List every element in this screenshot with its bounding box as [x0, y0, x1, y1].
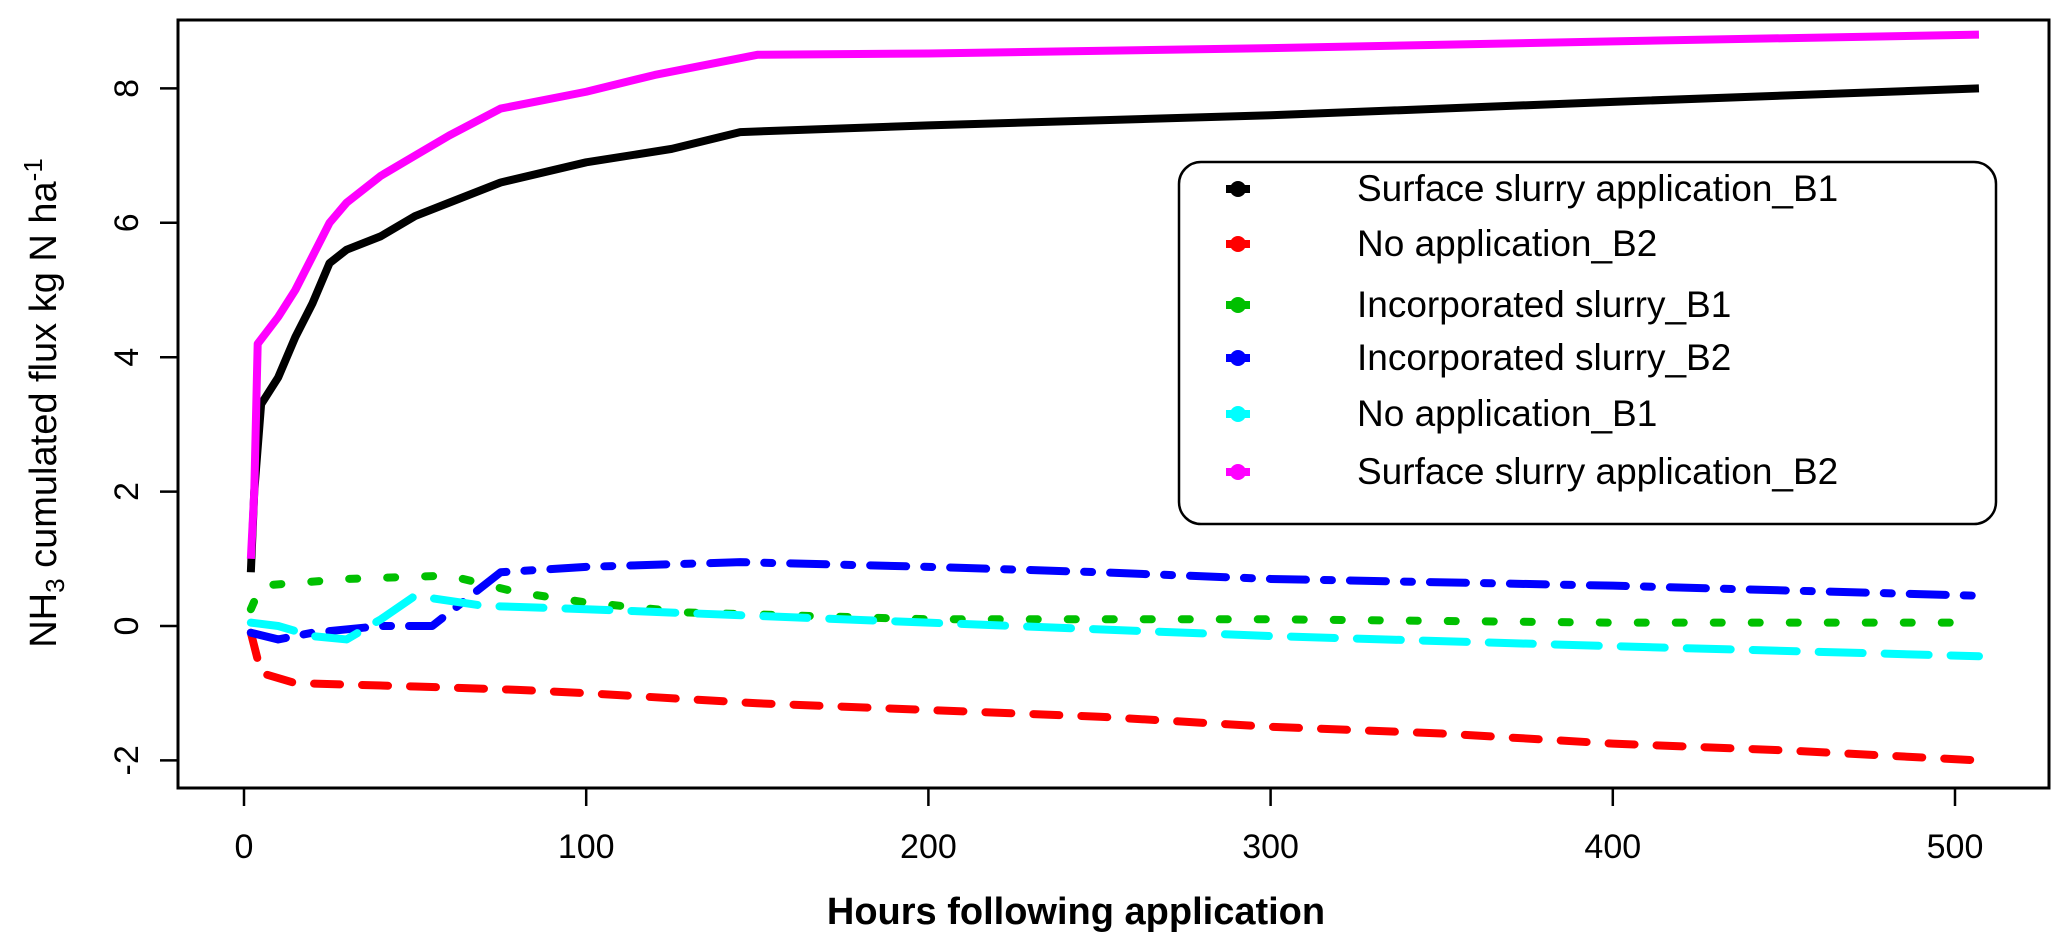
x-tick-label: 400	[1584, 828, 1641, 866]
y-tick-label: 0	[108, 617, 146, 636]
legend-swatch-dot	[1230, 464, 1246, 480]
series-line-surface-slurry-application-b1	[246, 84, 1980, 573]
x-axis: 0 100 200 300 400 500	[235, 788, 1984, 866]
x-tick-label: 300	[1242, 828, 1299, 866]
legend-swatch-dot	[1230, 297, 1246, 313]
x-axis-label: Hours following application	[827, 891, 1325, 933]
x-tick-label: 200	[900, 828, 957, 866]
series-line-no-application-b1	[246, 591, 1983, 661]
y-tick-label: 2	[108, 482, 146, 501]
y-label-main: NH	[23, 593, 65, 648]
legend-label: Incorporated slurry_B2	[1357, 337, 1731, 378]
legend-label: Surface slurry application_B1	[1357, 168, 1838, 209]
y-axis: -2 0 2 4 6 8	[108, 79, 178, 776]
y-axis-label: NH3 cumulated flux kg N ha-1	[18, 158, 70, 648]
series-line-no-application-b2	[246, 628, 1983, 765]
legend-swatch-dot	[1230, 236, 1246, 252]
series-lines	[246, 30, 1983, 765]
legend-box	[1177, 160, 1998, 526]
x-tick-label: 0	[235, 828, 254, 866]
legend-label: Incorporated slurry_B1	[1357, 284, 1731, 325]
x-tick-label: 500	[1927, 828, 1984, 866]
y-tick-label: -2	[108, 745, 146, 775]
series-line-surface-slurry-application-b2	[246, 30, 1980, 560]
y-tick-label: 4	[108, 348, 146, 367]
series-line-incorporated-slurry-b1	[246, 571, 1983, 627]
y-tick-label: 8	[108, 79, 146, 98]
y-label-sup: -1	[18, 158, 48, 181]
legend-swatch-dot	[1230, 181, 1246, 197]
legend-swatch-dot	[1230, 406, 1246, 422]
y-tick-label: 6	[108, 213, 146, 232]
plot-frame	[176, 18, 2051, 790]
legend-label: No application_B2	[1357, 223, 1657, 264]
y-label-rest: cumulated flux kg N ha	[23, 180, 65, 578]
legend-label: No application_B1	[1357, 393, 1657, 434]
y-label-sub: 3	[40, 578, 70, 592]
x-tick-label: 100	[558, 828, 615, 866]
legend: Surface slurry application_B1 No applicat…	[1177, 160, 1998, 526]
legend-swatch-dot	[1230, 350, 1246, 366]
series-line-incorporated-slurry-b2	[246, 558, 1983, 644]
legend-label: Surface slurry application_B2	[1357, 451, 1838, 492]
